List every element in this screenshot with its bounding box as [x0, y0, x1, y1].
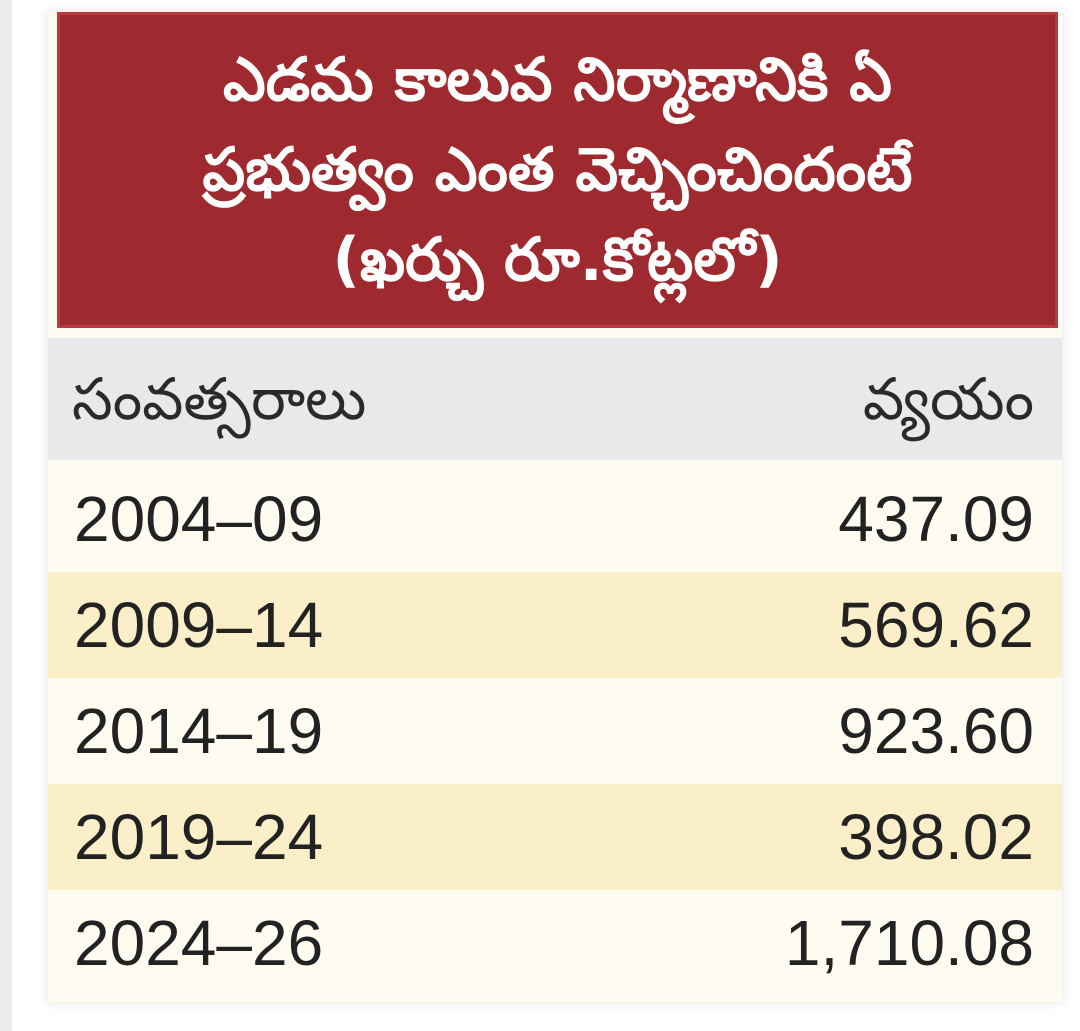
title-line-2: ప్రభుత్వం ఎంత వెచ్చించిందంటే: [202, 135, 913, 205]
table-title-box: ఎడమ కాలువ నిర్మాణానికి ఏ ప్రభుత్వం ఎంత వ…: [57, 12, 1058, 328]
period-cell: 2014–19: [74, 695, 324, 767]
title-line-1: ఎడమ కాలువ నిర్మాణానికి ఏ: [223, 45, 892, 115]
period-cell: 2019–24: [74, 801, 324, 873]
value-cell: 1,710.08: [784, 907, 1034, 979]
table-row: 2004–09 437.09: [48, 466, 1062, 572]
period-cell: 2009–14: [74, 589, 324, 661]
value-cell: 437.09: [838, 483, 1034, 555]
table-row: 2024–26 1,710.08: [48, 890, 1062, 996]
column-header-years: సంవత్సరాలు: [72, 365, 367, 433]
title-line-3: (ఖర్చు రూ.కోట్లలో): [332, 225, 783, 295]
value-cell: 923.60: [838, 695, 1034, 767]
table-row: 2009–14 569.62: [48, 572, 1062, 678]
period-cell: 2024–26: [74, 907, 324, 979]
left-edge-strip: [0, 0, 12, 1031]
period-cell: 2004–09: [74, 483, 324, 555]
column-header-expenditure: వ్యయం: [862, 365, 1034, 433]
table-header-row: సంవత్సరాలు వ్యయం: [48, 338, 1062, 460]
value-cell: 569.62: [838, 589, 1034, 661]
value-cell: 398.02: [838, 801, 1034, 873]
table-row: 2014–19 923.60: [48, 678, 1062, 784]
table-row: 2019–24 398.02: [48, 784, 1062, 890]
